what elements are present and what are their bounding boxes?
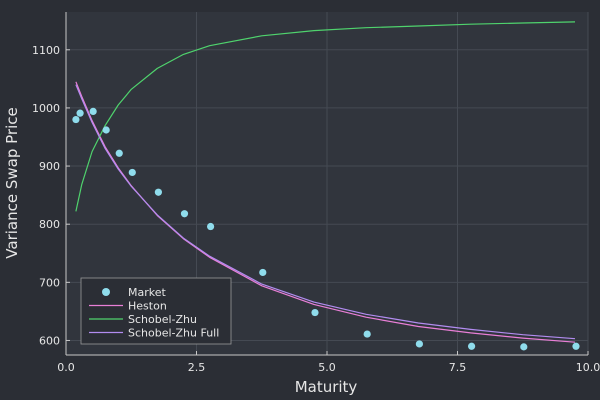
legend-label-schobel-zhu: Schobel-Zhu [128,313,197,326]
market-point [572,343,579,350]
market-point [116,150,123,157]
x-tick-label: 5.0 [318,361,336,374]
y-axis-title: Variance Swap Price [3,107,21,258]
market-point [416,340,423,347]
x-axis-title: Maturity [295,378,358,396]
market-point [181,210,188,217]
market-point [364,330,371,337]
legend-label-market: Market [128,286,166,299]
market-point [72,116,79,123]
y-tick-label: 600 [39,334,60,347]
market-point [76,110,83,117]
x-tick-label: 7.5 [449,361,467,374]
legend-label-heston: Heston [128,300,167,313]
market-point [207,223,214,230]
legend-label-schobel-zhu-full: Schobel-Zhu Full [128,327,219,340]
legend-marker-market [102,288,110,296]
market-point [259,269,266,276]
y-tick-label: 800 [39,218,60,231]
market-point [468,343,475,350]
x-tick-label: 2.5 [188,361,206,374]
market-point [520,343,527,350]
market-point [103,126,110,133]
y-tick-label: 1000 [32,102,60,115]
y-tick-label: 1100 [32,44,60,57]
market-point [129,169,136,176]
x-tick-label: 0.0 [57,361,75,374]
y-tick-label: 700 [39,276,60,289]
y-tick-label: 900 [39,160,60,173]
x-tick-label: 10.0 [576,361,600,374]
market-point [90,108,97,115]
market-point [311,309,318,316]
market-point [155,189,162,196]
